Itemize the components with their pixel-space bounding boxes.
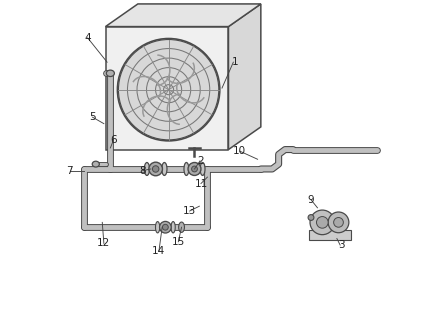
Text: 4: 4 — [84, 33, 91, 43]
Ellipse shape — [155, 222, 160, 233]
Circle shape — [119, 40, 219, 140]
Text: 13: 13 — [183, 206, 196, 216]
Ellipse shape — [159, 221, 171, 233]
Ellipse shape — [178, 222, 184, 232]
Text: 8: 8 — [139, 166, 146, 176]
Ellipse shape — [144, 162, 150, 176]
Text: 12: 12 — [97, 239, 111, 248]
Polygon shape — [229, 4, 261, 150]
Circle shape — [310, 210, 335, 235]
Circle shape — [152, 166, 159, 172]
Polygon shape — [106, 27, 229, 150]
Circle shape — [328, 212, 349, 233]
Text: 3: 3 — [338, 240, 345, 250]
Ellipse shape — [171, 222, 175, 233]
Ellipse shape — [308, 214, 314, 220]
Ellipse shape — [188, 162, 201, 176]
Polygon shape — [106, 4, 261, 27]
Text: 9: 9 — [308, 195, 314, 205]
Ellipse shape — [149, 162, 163, 176]
Ellipse shape — [200, 162, 205, 176]
Text: 11: 11 — [194, 178, 208, 188]
Ellipse shape — [92, 161, 99, 167]
Ellipse shape — [162, 162, 167, 176]
Circle shape — [118, 39, 220, 141]
Circle shape — [317, 216, 328, 228]
Text: 14: 14 — [152, 246, 166, 256]
Text: 6: 6 — [110, 135, 117, 145]
Text: 1: 1 — [232, 57, 238, 67]
Text: 2: 2 — [198, 156, 204, 166]
Circle shape — [191, 166, 198, 172]
Circle shape — [333, 217, 343, 227]
Text: 5: 5 — [89, 112, 96, 122]
Circle shape — [163, 224, 168, 230]
Text: 15: 15 — [172, 237, 185, 247]
Ellipse shape — [106, 70, 115, 77]
Text: 10: 10 — [233, 146, 246, 156]
Text: 7: 7 — [67, 166, 73, 176]
Ellipse shape — [184, 162, 189, 176]
Polygon shape — [309, 230, 352, 240]
